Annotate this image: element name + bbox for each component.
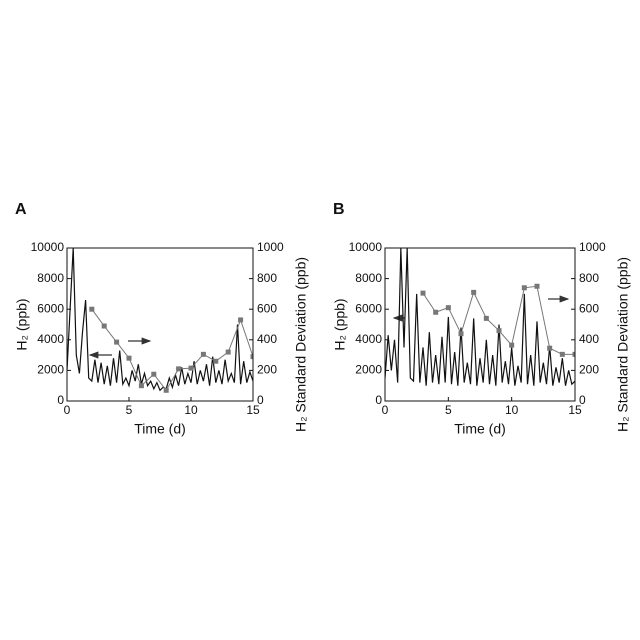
panel-label: A [15,201,27,218]
y2-tick-label: 0 [579,393,586,407]
x-tick-label: 0 [64,403,71,417]
plot-frame [67,248,253,401]
data-marker [560,352,565,357]
x-tick-label: 10 [184,403,198,417]
data-marker [151,372,156,377]
y2-tick-label: 600 [257,301,277,315]
y2-tick-label: 0 [257,393,264,407]
data-line [423,286,575,354]
data-marker [484,316,489,321]
data-marker [522,285,527,290]
data-marker [139,383,144,388]
y-tick-label: 2000 [355,363,382,377]
x-axis-label: Time (d) [454,421,506,437]
y-tick-label: 2000 [37,363,64,377]
plot-area [67,248,256,393]
figure: A051015020004000600080001000002004006008… [0,0,640,640]
data-marker [421,291,426,296]
data-marker [509,343,514,348]
y2-axis-label: H₂ Standard Deviation (ppb) [615,257,631,432]
y-axis-label: H₂ (ppb) [332,298,348,350]
plot-area [385,248,578,386]
x-tick-label: 10 [505,403,519,417]
y-tick-label: 6000 [37,301,64,315]
data-marker [535,284,540,289]
y2-tick-label: 800 [257,271,277,285]
data-marker [114,340,119,345]
data-marker [201,352,206,357]
y2-tick-label: 400 [579,332,599,346]
data-marker [189,366,194,371]
y-tick-label: 0 [57,393,64,407]
data-marker [164,388,169,393]
data-marker [176,366,181,371]
y2-tick-label: 200 [257,363,277,377]
x-tick-label: 0 [382,403,389,417]
data-marker [471,290,476,295]
y2-tick-label: 800 [579,271,599,285]
y2-tick-label: 600 [579,301,599,315]
data-marker [89,307,94,312]
x-tick-label: 5 [126,403,133,417]
data-marker [459,331,464,336]
data-marker [238,317,243,322]
y-tick-label: 6000 [355,301,382,315]
x-tick-label: 5 [445,403,452,417]
y-tick-label: 10000 [31,240,65,254]
y2-tick-label: 1000 [257,240,284,254]
y-tick-label: 4000 [37,332,64,346]
y-tick-label: 8000 [37,271,64,285]
x-axis-label: Time (d) [134,421,186,437]
panel-label: B [333,201,345,218]
data-marker [433,310,438,315]
data-line [67,248,253,390]
data-marker [226,350,231,355]
data-marker [127,356,132,361]
y2-tick-label: 1000 [579,240,606,254]
y-axis-label: H₂ (ppb) [14,298,30,350]
y-tick-label: 10000 [349,240,383,254]
data-marker [213,359,218,364]
y2-axis-label: H₂ Standard Deviation (ppb) [293,257,309,432]
y-tick-label: 4000 [355,332,382,346]
y-tick-label: 0 [375,393,382,407]
data-line [385,248,575,386]
y2-tick-label: 400 [257,332,277,346]
data-marker [547,346,552,351]
y-tick-label: 8000 [355,271,382,285]
data-marker [102,324,107,329]
data-marker [446,305,451,310]
data-marker [497,328,502,333]
y2-tick-label: 200 [579,363,599,377]
